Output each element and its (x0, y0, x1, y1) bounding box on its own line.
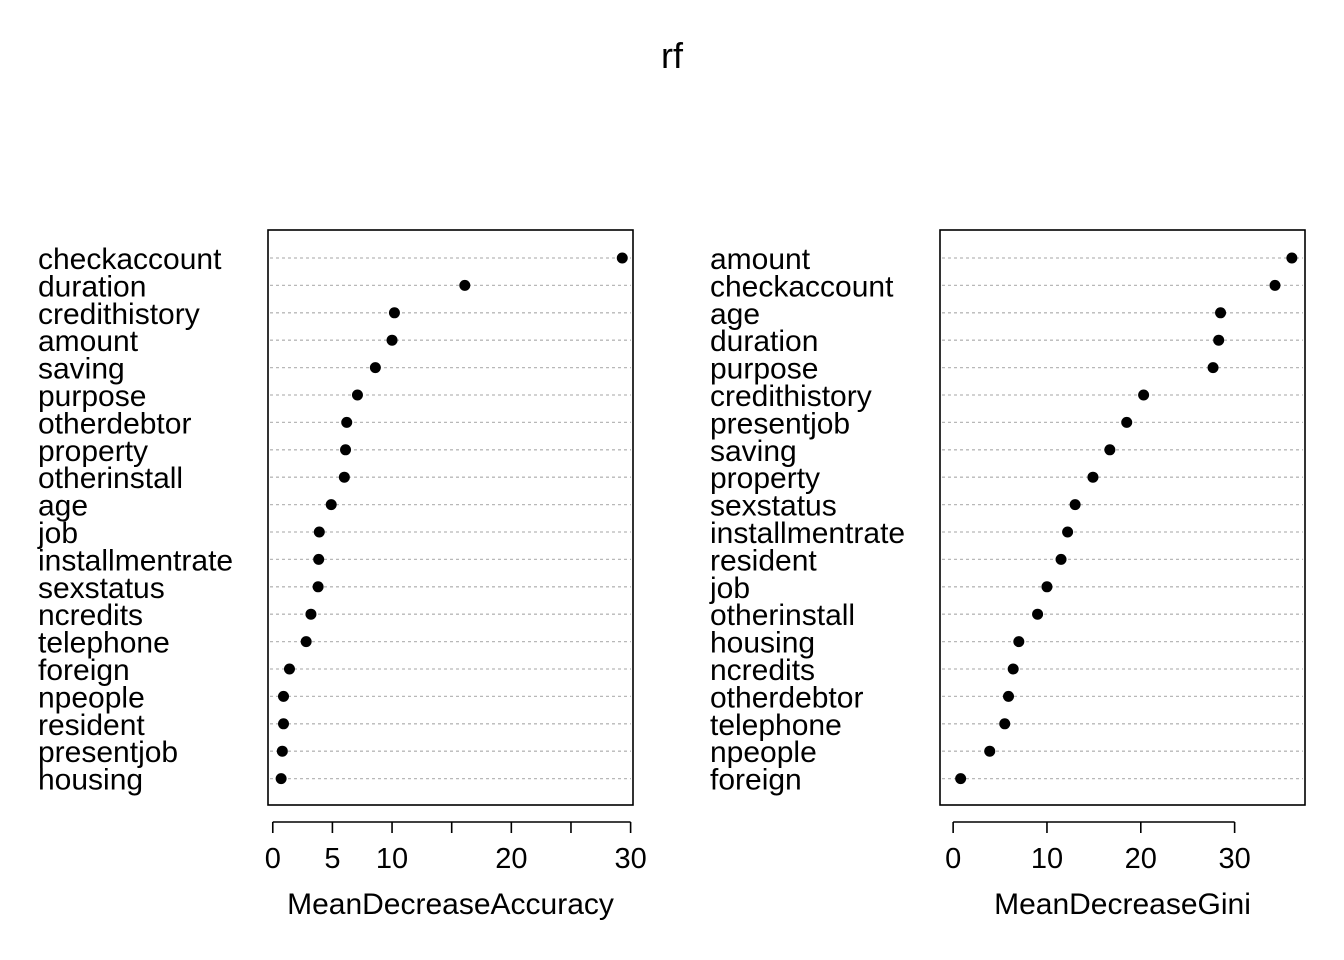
variable-label-telephone: telephone (38, 627, 170, 660)
variable-label-credithistory: credithistory (710, 380, 872, 413)
point-age (325, 499, 337, 511)
point-duration (459, 279, 471, 291)
figure-title: rf (661, 35, 684, 76)
point-amount (1286, 252, 1298, 264)
variable-label-resident: resident (38, 709, 145, 742)
point-installmentrate (313, 553, 325, 565)
point-sexstatus (1069, 499, 1081, 511)
variable-label-saving: saving (710, 435, 797, 468)
variable-label-foreign: foreign (38, 654, 130, 687)
variable-label-ncredits: ncredits (710, 654, 815, 687)
point-presentjob (1121, 416, 1133, 428)
variable-label-otherdebtor: otherdebtor (38, 407, 191, 440)
point-resident (1055, 553, 1067, 565)
variable-label-duration: duration (710, 325, 818, 358)
point-sexstatus (312, 581, 324, 593)
variable-label-sexstatus: sexstatus (38, 572, 165, 605)
variable-label-ncredits: ncredits (38, 599, 143, 632)
variable-label-foreign: foreign (710, 764, 802, 797)
variable-label-housing: housing (38, 764, 143, 797)
point-otherinstall (1032, 608, 1044, 620)
variable-label-presentjob: presentjob (38, 736, 178, 769)
point-saving (1104, 444, 1116, 456)
point-job (1041, 581, 1053, 593)
point-npeople (278, 690, 290, 702)
point-amount (386, 334, 398, 346)
point-housing (1013, 636, 1025, 648)
point-ncredits (305, 608, 317, 620)
point-foreign (955, 773, 967, 785)
point-telephone (999, 718, 1011, 730)
point-otherdebtor (1002, 690, 1014, 702)
point-property (340, 444, 352, 456)
point-credithistory (1138, 389, 1150, 401)
variable-label-age: age (38, 490, 88, 523)
point-otherinstall (338, 471, 350, 483)
variable-label-duration: duration (38, 270, 146, 303)
point-otherdebtor (341, 416, 353, 428)
variable-label-job: job (709, 572, 750, 605)
point-telephone (300, 636, 312, 648)
variable-label-age: age (710, 298, 760, 331)
x-axis-title: MeanDecreaseGini (994, 888, 1251, 921)
variable-label-amount: amount (710, 243, 811, 276)
x-tick-label-20: 20 (495, 843, 527, 875)
variable-label-property: property (710, 462, 820, 495)
point-checkaccount (1269, 279, 1281, 291)
x-tick-label-30: 30 (614, 843, 646, 875)
variable-label-job: job (37, 517, 78, 550)
variable-label-telephone: telephone (710, 709, 842, 742)
variable-label-sexstatus: sexstatus (710, 490, 837, 523)
point-age (1215, 307, 1227, 319)
point-presentjob (276, 745, 288, 757)
x-tick-label-30: 30 (1218, 843, 1250, 875)
x-axis-title: MeanDecreaseAccuracy (287, 888, 614, 921)
variable-label-presentjob: presentjob (710, 407, 850, 440)
plot-frame (267, 229, 634, 806)
point-property (1087, 471, 1099, 483)
point-purpose (351, 389, 363, 401)
variable-label-resident: resident (710, 544, 817, 577)
point-purpose (1207, 362, 1219, 374)
point-housing (275, 773, 287, 785)
point-duration (1213, 334, 1225, 346)
x-tick-label-10: 10 (376, 843, 408, 875)
point-npeople (984, 745, 996, 757)
variable-label-property: property (38, 435, 148, 468)
variable-label-npeople: npeople (38, 681, 145, 714)
x-tick-label-5: 5 (324, 843, 340, 875)
variable-label-purpose: purpose (710, 353, 818, 386)
point-job (313, 526, 325, 538)
variable-label-installmentrate: installmentrate (710, 517, 905, 550)
point-resident (278, 718, 290, 730)
variable-label-credithistory: credithistory (38, 298, 200, 331)
point-installmentrate (1062, 526, 1074, 538)
point-saving (369, 362, 381, 374)
plot-frame (939, 229, 1306, 806)
variable-label-otherdebtor: otherdebtor (710, 681, 863, 714)
variable-label-installmentrate: installmentrate (38, 544, 233, 577)
point-credithistory (388, 307, 400, 319)
point-foreign (283, 663, 295, 675)
variable-label-housing: housing (710, 627, 815, 660)
variable-label-npeople: npeople (710, 736, 817, 769)
x-tick-label-0: 0 (945, 843, 961, 875)
x-tick-label-20: 20 (1125, 843, 1157, 875)
x-tick-label-10: 10 (1031, 843, 1063, 875)
x-tick-label-0: 0 (265, 843, 281, 875)
accuracy-panel: checkaccountdurationcredithistoryamounts… (37, 229, 647, 921)
variable-label-purpose: purpose (38, 380, 146, 413)
variable-label-saving: saving (38, 353, 125, 386)
point-ncredits (1007, 663, 1019, 675)
variable-label-checkaccount: checkaccount (710, 270, 894, 303)
variable-label-otherinstall: otherinstall (710, 599, 855, 632)
variable-label-checkaccount: checkaccount (38, 243, 222, 276)
point-checkaccount (616, 252, 628, 264)
variable-label-amount: amount (38, 325, 139, 358)
variable-label-otherinstall: otherinstall (38, 462, 183, 495)
gini-panel: amountcheckaccountagedurationpurposecred… (709, 229, 1306, 921)
